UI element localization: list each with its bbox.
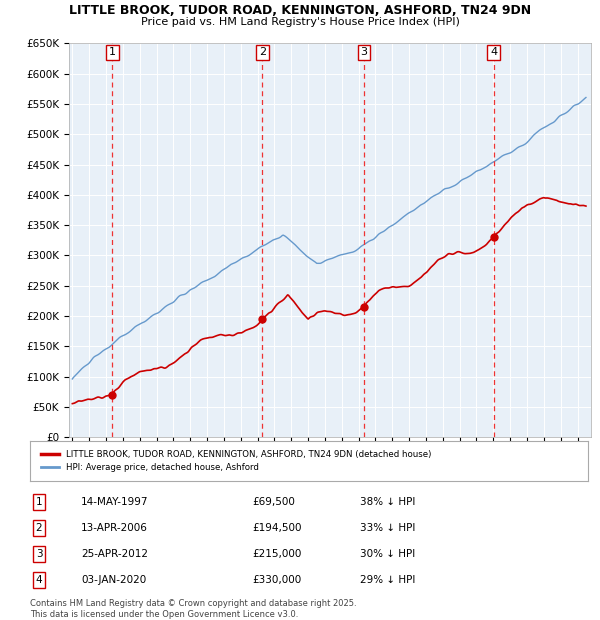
Legend: LITTLE BROOK, TUDOR ROAD, KENNINGTON, ASHFORD, TN24 9DN (detached house), HPI: A: LITTLE BROOK, TUDOR ROAD, KENNINGTON, AS…: [37, 446, 435, 476]
Text: 03-JAN-2020: 03-JAN-2020: [81, 575, 146, 585]
Text: 3: 3: [35, 549, 43, 559]
Text: 13-APR-2006: 13-APR-2006: [81, 523, 148, 533]
Text: Contains HM Land Registry data © Crown copyright and database right 2025.
This d: Contains HM Land Registry data © Crown c…: [30, 600, 356, 619]
Text: 2: 2: [35, 523, 43, 533]
Text: LITTLE BROOK, TUDOR ROAD, KENNINGTON, ASHFORD, TN24 9DN: LITTLE BROOK, TUDOR ROAD, KENNINGTON, AS…: [69, 4, 531, 17]
Text: 2: 2: [259, 48, 266, 58]
Text: £194,500: £194,500: [252, 523, 302, 533]
Text: 14-MAY-1997: 14-MAY-1997: [81, 497, 149, 507]
Text: 1: 1: [35, 497, 43, 507]
Text: 29% ↓ HPI: 29% ↓ HPI: [360, 575, 415, 585]
Text: 30% ↓ HPI: 30% ↓ HPI: [360, 549, 415, 559]
Text: 1: 1: [109, 48, 116, 58]
Text: 3: 3: [361, 48, 368, 58]
Text: £69,500: £69,500: [252, 497, 295, 507]
Text: £330,000: £330,000: [252, 575, 301, 585]
Text: 4: 4: [35, 575, 43, 585]
Text: 38% ↓ HPI: 38% ↓ HPI: [360, 497, 415, 507]
Text: £215,000: £215,000: [252, 549, 301, 559]
Text: 33% ↓ HPI: 33% ↓ HPI: [360, 523, 415, 533]
Text: 25-APR-2012: 25-APR-2012: [81, 549, 148, 559]
Text: Price paid vs. HM Land Registry's House Price Index (HPI): Price paid vs. HM Land Registry's House …: [140, 17, 460, 27]
Text: 4: 4: [490, 48, 497, 58]
